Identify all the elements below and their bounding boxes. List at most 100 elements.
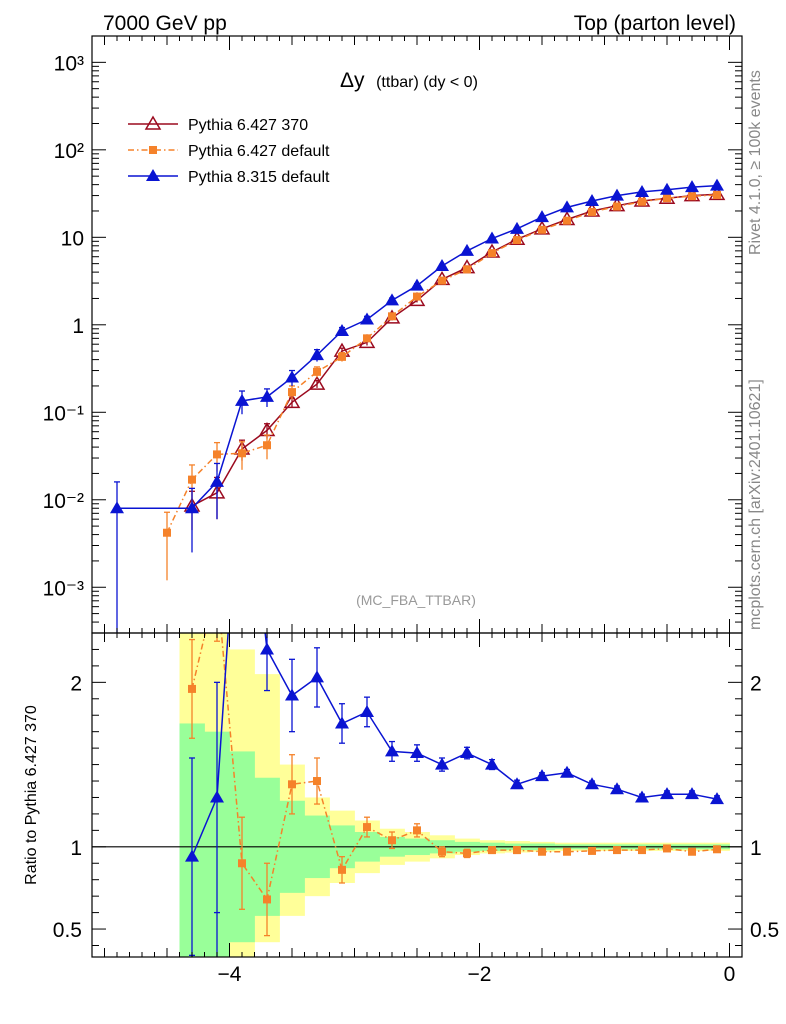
ratio-point-pythia8-default xyxy=(360,704,374,717)
ratio-point-pythia6-default xyxy=(663,844,671,853)
ratio-point-pythia6-default xyxy=(488,846,496,855)
ratio-point-pythia8-default xyxy=(685,787,699,800)
ratio-point-pythia6-default xyxy=(388,836,396,845)
main-point-pythia6-default xyxy=(438,276,446,285)
ratio-point-pythia8-default xyxy=(510,777,524,790)
ratio-point-pythia8-default xyxy=(185,849,199,862)
ratio-point-pythia8-default xyxy=(535,769,549,782)
ratio-point-pythia6-default xyxy=(463,849,471,858)
main-line-pythia6-370 xyxy=(191,193,718,507)
main-point-pythia6-default xyxy=(663,194,671,203)
rivet-version-label: Rivet 4.1.0, ≥ 100k events xyxy=(747,70,764,255)
legend-marker-pythia8-default xyxy=(146,169,160,181)
ratio-point-pythia8-default xyxy=(410,746,424,759)
ratio-point-pythia8-default xyxy=(660,787,674,800)
main-point-pythia6-default xyxy=(213,450,221,459)
header-beam-label: 7000 GeV pp xyxy=(103,12,227,35)
main-point-pythia8-default xyxy=(510,221,524,234)
ratio-point-pythia6-default xyxy=(363,823,371,832)
main-point-pythia8-default xyxy=(110,501,124,514)
x-tick-label: −4 xyxy=(218,963,242,986)
ratio-point-pythia8-default xyxy=(235,420,249,432)
ratio-point-pythia8-default xyxy=(610,782,624,795)
ratio-y-tick-label: 1 xyxy=(70,837,82,860)
ratio-y-tick-label-right: 0.5 xyxy=(750,919,779,942)
ratio-point-pythia8-default xyxy=(435,757,449,770)
ratio-point-pythia8-default xyxy=(560,765,574,778)
main-point-pythia6-default xyxy=(638,197,646,206)
main-point-pythia8-default xyxy=(410,278,424,291)
legend-marker-pythia6-default xyxy=(149,146,157,154)
main-point-pythia8-default xyxy=(685,180,699,193)
main-point-pythia8-default xyxy=(635,184,649,197)
chart-title: Δy (ttbar) (dy < 0) xyxy=(340,69,478,92)
ratio-point-pythia6-default xyxy=(563,847,571,856)
ratio-point-pythia8-default xyxy=(585,777,599,790)
main-point-pythia6-370 xyxy=(283,393,301,409)
ratio-line-pythia8-default xyxy=(191,633,718,857)
legend-entry-pythia8-default: Pythia 8.315 default xyxy=(128,169,330,186)
ratio-y-tick-label: 0.5 xyxy=(53,919,82,942)
main-point-pythia8-default xyxy=(585,194,599,207)
main-point-pythia8-default xyxy=(385,293,399,306)
ratio-y-tick-label: 2 xyxy=(70,672,82,695)
axes: −4 −2 0 10⁻³ 10⁻² 10⁻¹ 1 10 10² 10³ 0.5 0.5 1 1 2 2 xyxy=(43,35,779,986)
main-point-pythia8-default xyxy=(485,231,499,244)
ratio-point-pythia6-default xyxy=(313,777,321,786)
main-point-pythia6-default xyxy=(238,449,246,458)
legend-label-pythia6-370: Pythia 6.427 370 xyxy=(188,117,308,134)
x-tick-label: −2 xyxy=(468,963,492,986)
legend-entry-pythia6-default: Pythia 6.427 default xyxy=(128,143,330,160)
main-point-pythia8-default xyxy=(335,323,349,336)
main-point-pythia8-default xyxy=(285,370,299,383)
main-point-pythia8-default xyxy=(210,474,224,487)
ratio-point-pythia6-default xyxy=(588,846,596,855)
chart-title-suffix: (ttbar) (dy < 0) xyxy=(376,74,478,91)
main-y-tick-label: 10⁻¹ xyxy=(43,402,84,425)
main-point-pythia8-default xyxy=(360,312,374,325)
main-point-pythia8-default xyxy=(560,200,574,213)
ratio-point-pythia6-default xyxy=(188,684,196,693)
ratio-point-pythia6-default xyxy=(338,865,346,874)
main-point-pythia6-default xyxy=(313,367,321,376)
main-point-pythia6-default xyxy=(463,265,471,274)
ratio-point-pythia6-default xyxy=(688,847,696,856)
main-point-pythia6-default xyxy=(188,475,196,484)
main-y-tick-label: 10⁻² xyxy=(43,490,84,513)
ratio-point-pythia6-default xyxy=(538,847,546,856)
chart-title-symbol: Δy xyxy=(340,69,365,92)
x-tick-label: 0 xyxy=(724,963,736,986)
main-point-pythia8-default xyxy=(710,178,724,191)
ratio-point-pythia6-default xyxy=(213,580,221,588)
ratio-point-pythia6-default xyxy=(288,780,296,789)
main-point-pythia6-default xyxy=(538,225,546,234)
ratio-point-pythia6-default xyxy=(613,846,621,855)
main-point-pythia8-default xyxy=(235,393,249,406)
main-point-pythia8-default xyxy=(535,210,549,223)
main-point-pythia6-default xyxy=(513,236,521,245)
ratio-point-pythia8-default xyxy=(210,790,224,803)
legend-label-pythia6-default: Pythia 6.427 default xyxy=(188,143,330,160)
ratio-point-pythia8-default xyxy=(485,757,499,770)
main-point-pythia6-default xyxy=(563,216,571,225)
ratio-ylabel: Ratio to Pythia 6.427 370 xyxy=(23,705,40,885)
ratio-point-pythia8-default xyxy=(635,790,649,803)
main-point-pythia8-default xyxy=(310,348,324,361)
ratio-point-pythia6-default xyxy=(263,895,271,904)
legend: Pythia 6.427 370 Pythia 6.427 default Py… xyxy=(128,115,330,186)
main-point-pythia6-default xyxy=(363,334,371,343)
main-point-pythia6-default xyxy=(413,292,421,301)
ratio-point-pythia8-default xyxy=(335,716,349,729)
ratio-point-pythia8-default xyxy=(310,670,324,683)
mcplots-label: mcplots.cern.ch [arXiv:2401.10621] xyxy=(747,379,764,630)
main-point-pythia6-default xyxy=(263,441,271,450)
main-y-tick-label: 10² xyxy=(54,140,84,163)
main-y-tick-label: 10³ xyxy=(54,52,84,75)
main-y-tick-label: 1 xyxy=(72,315,84,338)
ratio-point-pythia6-default xyxy=(713,845,721,854)
main-point-pythia6-default xyxy=(163,528,171,537)
ratio-y-tick-label-right: 1 xyxy=(750,837,762,860)
legend-marker-pythia6-370 xyxy=(144,115,162,130)
